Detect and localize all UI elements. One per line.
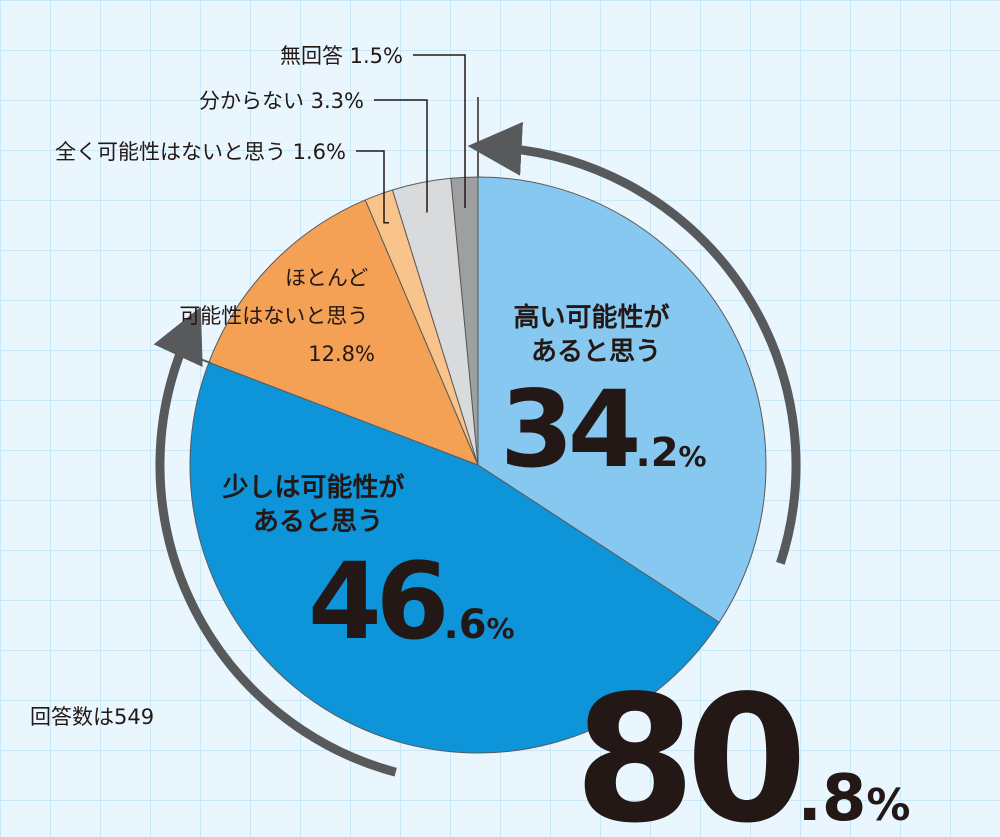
slice-label-hardly-line-1: ほとんど <box>285 266 368 290</box>
slice-value-some-int: 46 <box>308 540 445 663</box>
slice-value-some-dec: .6 <box>444 602 487 648</box>
slice-hardly <box>208 199 479 466</box>
slice-label-some-line-1: 少しは可能性が <box>221 472 404 503</box>
slice-value-high: 34.2% <box>500 368 707 491</box>
total-value-int: 80 <box>574 659 800 837</box>
slice-label-high-line-1: 高い可能性が <box>513 302 669 333</box>
slice-label-hardly-line-3: 12.8% <box>308 342 375 366</box>
total-bracket-arrow <box>467 121 801 565</box>
slice-value-high-dec: .2 <box>636 430 679 476</box>
callout-label-none: 全く可能性はないと思う 1.6% <box>55 140 346 164</box>
slice-value-some-unit: % <box>487 612 515 645</box>
leader-line-dont-know <box>374 99 428 213</box>
slice-label-high: 高い可能性が あると思う <box>513 302 678 367</box>
slice-value-some: 46.6% <box>308 540 515 663</box>
total-value: 80.8% <box>574 659 910 837</box>
callout-label-no-answer: 無回答 1.5% <box>280 44 403 68</box>
leader-line-none <box>356 150 390 224</box>
slice-some <box>189 361 720 754</box>
pie-slices <box>189 176 767 754</box>
total-bracket-arrow-lower <box>153 306 397 777</box>
slice-label-some-line-2: あると思う <box>253 507 383 537</box>
leader-line-no-answer <box>413 54 466 209</box>
slice-label-hardly: ほとんど 可能性はないと思う 12.8% <box>179 266 375 366</box>
slice-value-high-int: 34 <box>500 368 637 491</box>
slice-value-high-unit: % <box>679 440 707 473</box>
slice-label-high-line-2: あると思う <box>531 337 661 367</box>
callout-label-dont-know: 分からない 3.3% <box>199 89 364 113</box>
total-value-dec: .8 <box>798 762 867 836</box>
slice-label-hardly-line-2: 可能性はないと思う <box>179 304 368 328</box>
respondent-count-note: 回答数は549 <box>30 705 154 729</box>
total-value-unit: % <box>866 780 910 831</box>
slice-label-some: 少しは可能性が あると思う <box>221 472 413 537</box>
slice-high <box>477 176 767 624</box>
